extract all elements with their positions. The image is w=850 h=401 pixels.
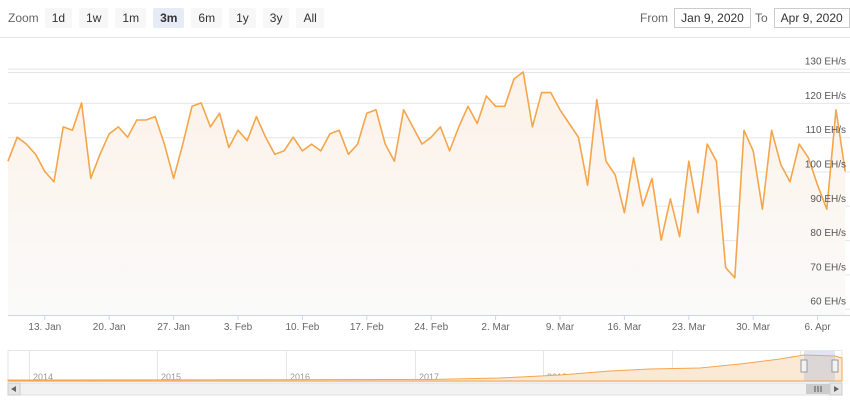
x-tick-label: 20. Jan [93, 322, 126, 333]
grip-icon [814, 386, 822, 392]
chevron-left-icon [11, 386, 16, 392]
x-tick-label: 6. Apr [805, 322, 832, 333]
scrollbar-track[interactable] [7, 382, 843, 396]
chevron-right-icon [834, 386, 839, 392]
zoom-button-1y[interactable]: 1y [229, 8, 256, 28]
x-tick-label: 16. Mar [607, 322, 642, 333]
y-tick-label: 90 EH/s [810, 194, 846, 205]
navigator-year-label: 2016 [290, 372, 310, 382]
x-tick-label: 2. Mar [481, 322, 510, 333]
navigator-selection[interactable] [804, 351, 835, 381]
y-tick-label: 60 EH/s [810, 297, 846, 308]
x-tick-label: 27. Jan [157, 322, 190, 333]
to-label: To [755, 11, 768, 25]
navigator-year-label: 2017 [419, 372, 439, 382]
zoom-button-3y[interactable]: 3y [262, 8, 290, 28]
navigator[interactable]: 2014201520162017201820192020 [7, 350, 843, 383]
navigator-handle-right[interactable] [831, 359, 839, 373]
y-tick-label: 110 EH/s [806, 125, 846, 136]
navigator-series [7, 354, 843, 382]
y-tick-label: 100 EH/s [805, 160, 846, 171]
scrollbar[interactable] [7, 382, 843, 396]
from-range: From Jan 9, 2020 [640, 8, 751, 28]
zoom-button-1m[interactable]: 1m [115, 8, 147, 28]
x-tick-label: 24. Feb [414, 322, 448, 333]
y-axis-ticks: 60 EH/s 70 EH/s 80 EH/s 90 EH/s 100 EH/s 110 … [805, 57, 846, 308]
navigator-handle-left[interactable] [800, 359, 808, 373]
y-tick-label: 130 EH/s [805, 57, 846, 68]
from-date-input[interactable]: Jan 9, 2020 [674, 8, 751, 28]
x-tick-label: 9. Mar [546, 322, 575, 333]
x-tick-label: 30. Mar [736, 322, 771, 333]
x-axis-ticks: 13. Jan 20. Jan 27. Jan 3. Feb 10. Feb 17. Fe… [28, 315, 831, 333]
zoom-button-all[interactable]: All [296, 8, 324, 28]
zoom-bar: Zoom 1d 1w 1m 3m 6m 1y 3y All [8, 8, 331, 28]
y-tick-label: 80 EH/s [810, 228, 846, 239]
zoom-button-6m[interactable]: 6m [191, 8, 223, 28]
from-label: From [640, 11, 668, 25]
y-tick-label: 70 EH/s [810, 262, 846, 273]
to-range: To Apr 9, 2020 [755, 8, 850, 28]
navigator-year-label: 2014 [33, 372, 53, 382]
series-area [8, 72, 846, 315]
zoom-button-1w[interactable]: 1w [79, 8, 109, 28]
navigator-year-label: 2015 [161, 372, 181, 382]
x-tick-label: 13. Jan [28, 322, 61, 333]
series-line [7, 71, 846, 279]
to-date-input[interactable]: Apr 9, 2020 [773, 8, 850, 28]
zoom-button-1d[interactable]: 1d [44, 8, 73, 28]
x-tick-label: 3. Feb [224, 322, 253, 333]
zoom-label: Zoom [8, 11, 39, 25]
x-tick-label: 10. Feb [285, 322, 319, 333]
x-tick-label: 17. Feb [350, 322, 384, 333]
y-tick-label: 120 EH/s [805, 91, 846, 102]
zoom-button-3m[interactable]: 3m [153, 8, 185, 28]
x-tick-label: 23. Mar [672, 322, 707, 333]
